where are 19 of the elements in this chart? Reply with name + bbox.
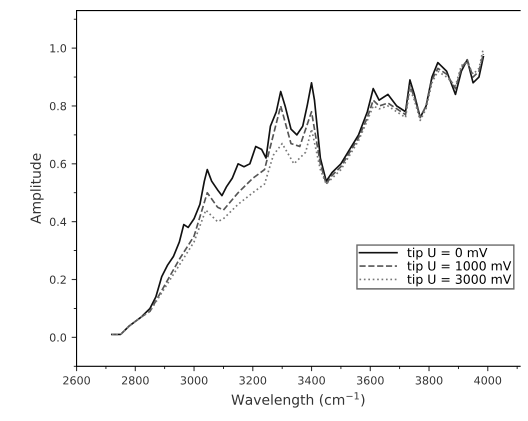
- legend-label: tip U = 3000 mV: [407, 274, 512, 286]
- y-tick-label: 0.2: [50, 275, 66, 284]
- y-tick-label: 0.4: [50, 218, 66, 226]
- x-tick-label: 3200: [240, 376, 266, 385]
- y-axis-title: Amplitude: [30, 154, 44, 224]
- x-tick-label: 3600: [356, 376, 384, 385]
- x-tick-label: 2600: [63, 376, 90, 385]
- y-tick-label: 0.8: [50, 102, 66, 110]
- legend-label: tip U = 1000 mV: [407, 260, 512, 274]
- x-tick-label: 3000: [180, 376, 208, 385]
- x-tick-label: 3400: [298, 376, 325, 385]
- y-tick-label: 0.0: [50, 333, 66, 342]
- x-axis-title: Wavelength (cm$^{−1}$): [231, 392, 364, 408]
- x-tick-label: 2800: [122, 376, 149, 385]
- y-tick-label: 0.6: [50, 160, 66, 168]
- x-tick-label: 3800: [416, 376, 442, 385]
- y-tick-label: 1.0: [50, 44, 66, 53]
- legend-label: tip U = 0 mV: [407, 248, 488, 260]
- x-tick-label: 4000: [474, 376, 502, 385]
